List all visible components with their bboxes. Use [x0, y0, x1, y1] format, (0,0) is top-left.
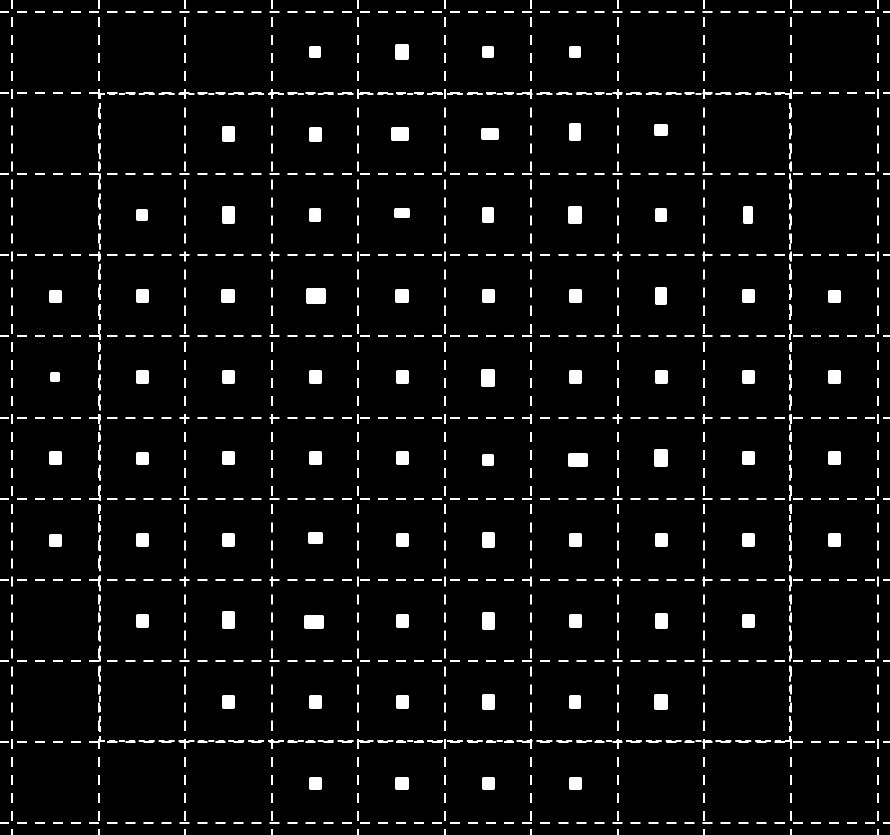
- grid-marker: [309, 695, 322, 709]
- roi-box: [99, 93, 791, 742]
- grid-marker: [396, 695, 409, 709]
- grid-marker: [569, 533, 582, 547]
- grid-marker: [49, 534, 62, 547]
- grid-marker: [396, 451, 409, 465]
- grid-marker: [136, 289, 149, 303]
- grid-marker: [136, 614, 149, 628]
- grid-marker: [481, 369, 495, 387]
- grid-marker: [482, 612, 495, 630]
- grid-marker: [221, 289, 235, 303]
- grid-marker: [742, 370, 755, 384]
- grid-marker: [396, 370, 409, 384]
- grid-marker: [309, 777, 322, 790]
- grid-marker: [309, 46, 321, 58]
- grid-marker: [304, 615, 324, 629]
- grid-marker: [395, 777, 409, 790]
- grid-marker: [394, 208, 410, 218]
- grid-marker: [828, 533, 841, 547]
- calibration-grid-diagram: [0, 0, 890, 835]
- grid-marker: [136, 370, 149, 384]
- grid-marker: [222, 451, 235, 465]
- grid-marker: [569, 614, 582, 628]
- grid-marker: [309, 451, 322, 465]
- grid-marker: [654, 694, 668, 710]
- grid-marker: [655, 208, 667, 222]
- grid-marker: [50, 372, 60, 382]
- grid-marker: [655, 370, 668, 384]
- grid-marker: [222, 370, 235, 384]
- grid-marker: [742, 289, 755, 303]
- grid-marker: [743, 206, 753, 224]
- grid-marker: [568, 453, 588, 467]
- grid-col-line: [11, 0, 13, 835]
- grid-marker: [654, 124, 668, 136]
- grid-marker: [222, 206, 235, 224]
- grid-col-line: [877, 0, 879, 835]
- grid-marker: [308, 532, 323, 544]
- grid-marker: [306, 288, 326, 304]
- grid-marker: [655, 613, 668, 629]
- grid-marker: [222, 126, 235, 142]
- grid-marker: [395, 289, 409, 303]
- grid-marker: [828, 451, 841, 465]
- grid-marker: [654, 449, 668, 467]
- grid-marker: [569, 370, 582, 384]
- grid-marker: [569, 777, 582, 790]
- grid-marker: [482, 777, 495, 790]
- grid-marker: [395, 44, 409, 60]
- grid-marker: [482, 207, 494, 223]
- grid-marker: [828, 370, 841, 384]
- grid-marker: [569, 123, 581, 141]
- grid-marker: [309, 127, 322, 142]
- grid-marker: [396, 614, 409, 628]
- grid-marker: [222, 695, 235, 709]
- grid-marker: [482, 454, 494, 466]
- grid-marker: [222, 533, 235, 547]
- grid-marker: [222, 611, 235, 629]
- grid-marker: [136, 452, 149, 465]
- grid-marker: [136, 533, 149, 547]
- grid-marker: [569, 289, 582, 303]
- grid-marker: [481, 128, 499, 140]
- grid-marker: [136, 209, 148, 221]
- grid-marker: [482, 289, 495, 303]
- grid-marker: [569, 695, 581, 709]
- grid-marker: [396, 533, 409, 547]
- grid-marker: [742, 614, 755, 628]
- grid-marker: [742, 533, 755, 547]
- grid-marker: [309, 370, 322, 384]
- grid-marker: [655, 287, 667, 305]
- grid-marker: [482, 694, 495, 710]
- grid-marker: [391, 127, 409, 141]
- grid-marker: [309, 208, 321, 222]
- grid-marker: [742, 451, 755, 465]
- grid-marker: [482, 532, 495, 548]
- grid-marker: [569, 46, 581, 58]
- grid-marker: [655, 533, 668, 547]
- grid-marker: [49, 290, 62, 303]
- grid-marker: [828, 290, 841, 303]
- grid-marker: [482, 46, 494, 58]
- grid-marker: [49, 451, 62, 465]
- grid-marker: [568, 206, 582, 224]
